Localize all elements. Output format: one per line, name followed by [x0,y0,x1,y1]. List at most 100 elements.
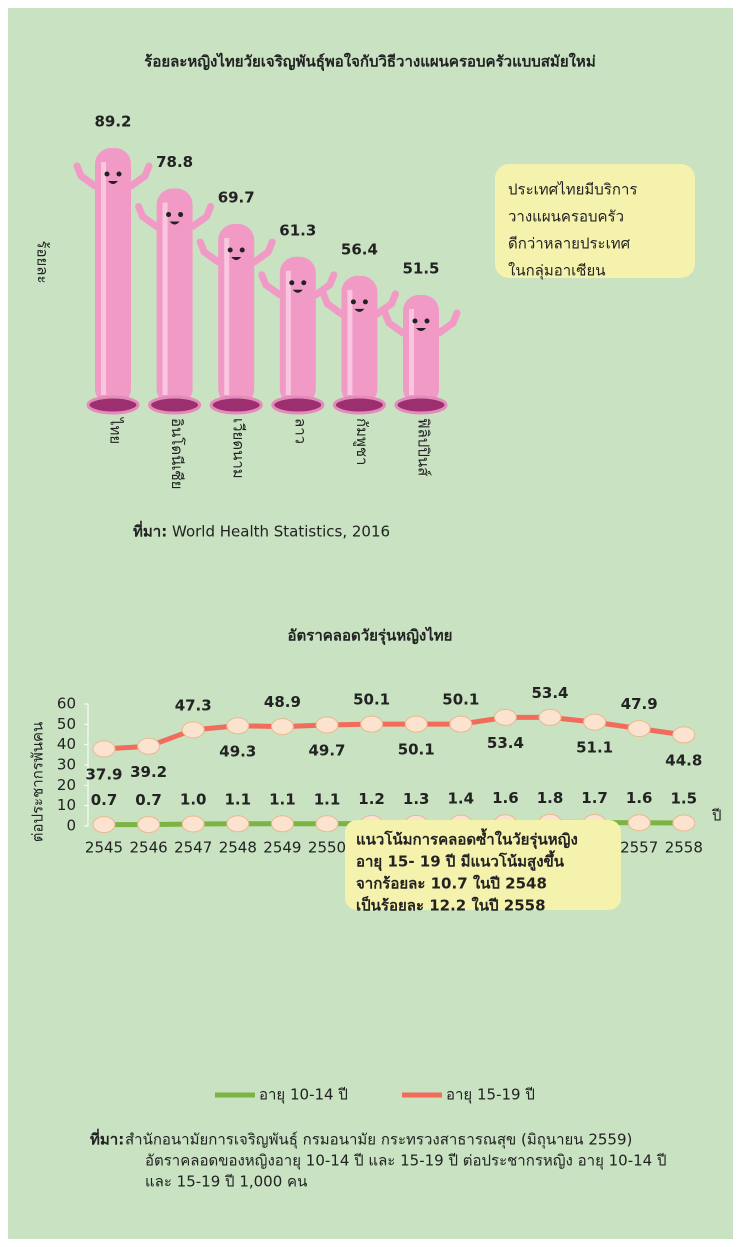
arm [196,238,276,266]
value-label: 51.5 [402,260,439,278]
face-eye [166,212,172,218]
bar-base [209,395,263,415]
baby-marker [404,715,428,733]
bar [156,188,193,405]
value-label: 50.1 [353,691,390,709]
value-label: 47.9 [621,695,658,713]
face-eye [104,171,110,177]
chart-title: อัตราคลอดวัยรุ่นหญิงไทย [288,626,453,646]
annotation: ในกลุ่มอาเซียน [508,262,606,281]
value-label: 1.8 [537,789,564,807]
face-mouth [292,289,303,293]
x-tick-label: 2557 [620,839,658,857]
baby-marker [672,814,696,832]
baby-marker [493,708,517,726]
value-label: 49.7 [308,741,345,759]
value-label: 53.4 [487,734,524,752]
face-mouth [416,328,426,331]
arm [258,271,338,299]
face-mouth [108,181,118,184]
annotation: ดีกว่าหลายประเทศ [508,235,631,253]
value-label: 1.4 [448,790,475,808]
value-label: 89.2 [94,113,131,131]
face-eye [116,171,122,177]
value-label: 50.1 [442,691,479,709]
y-tick-label: 20 [57,776,76,794]
source-label: ที่มา: [90,1129,124,1149]
face-eye [227,247,233,253]
value-label: 0.7 [91,791,118,809]
bar-highlight [162,202,168,395]
annotation: เป็นร้อยละ 12.2 ในปี 2558 [356,896,546,915]
bar [218,224,255,405]
value-label: 56.4 [341,240,378,258]
baby-marker [538,708,562,726]
value-label: 1.5 [671,789,698,807]
baby-marker [627,720,651,738]
bar-base [332,395,386,415]
bar-highlight [409,309,414,395]
arm [381,309,461,337]
baby-marker [270,718,294,736]
baby-marker [627,814,651,832]
value-label: 48.9 [264,693,301,711]
source: และ 15-19 ปี 1,000 คน [145,1173,307,1191]
source-label: ที่มา: [133,521,167,541]
value-label: 44.8 [665,751,702,769]
value-label: 1.1 [225,790,252,808]
annotation: แนวโน้มการคลอดซ้ำในวัยรุ่นหญิง [356,828,578,850]
bar-base [148,395,202,415]
source: สำนักอนามัยการเจริญพันธุ์ กรมอนามัย กระท… [125,1131,632,1150]
face-eye [350,299,356,305]
face-eye [412,318,418,324]
baby-marker [92,816,116,834]
value-label: 47.3 [175,696,212,714]
value-label: 61.3 [279,221,316,239]
x-tick-label: 2547 [174,839,212,857]
value-label: 1.7 [581,789,608,807]
face-eye [178,212,184,218]
baby-marker [583,713,607,731]
x-tick-label: ไทย [107,417,125,444]
face-mouth [231,257,242,261]
baby-marker [181,815,205,833]
value-label: 39.2 [130,763,167,781]
bar-base [271,395,325,415]
face-mouth [169,221,180,225]
x-tick-label: อินโดนีเซีย [168,418,186,489]
value-label: 1.2 [358,790,385,808]
value-label: 1.3 [403,790,430,808]
value-label: 1.6 [626,789,653,807]
value-label: 78.8 [156,153,193,171]
value-label: 51.1 [576,739,613,757]
y-tick-label: 0 [66,817,76,835]
bar [341,275,378,405]
source: อัตราคลอดของหญิงอายุ 10-14 ปี และ 15-19 … [145,1152,667,1171]
baby-marker [315,815,339,833]
face-eye [239,247,245,253]
x-tick-label: เวียดนาม [230,418,248,479]
value-label: 1.1 [314,790,341,808]
y-tick-label: 30 [57,756,76,774]
y-axis-label: ต่อประชากรพันคน [29,722,47,843]
arm [319,290,399,318]
face-eye [301,280,307,286]
x-tick-label: 2558 [665,839,703,857]
bar-highlight [101,162,106,395]
face-eye [362,299,368,305]
legend-label: อายุ 15-19 ปี [446,1086,535,1105]
x-tick-label: 2549 [263,839,301,857]
bar [403,295,439,405]
legend-label: อายุ 10-14 ปี [259,1086,348,1105]
chart-title: ร้อยละหญิงไทยวัยเจริญพันธุ์พอใจกับวิธีวา… [144,52,595,72]
baby-marker [137,816,161,834]
x-tick-label: 2546 [130,839,168,857]
bar-highlight [285,270,291,395]
baby-marker [226,815,250,833]
annotation: ประเทศไทยมีบริการ [508,181,637,199]
value-label: 53.4 [531,684,568,702]
value-label: 50.1 [398,741,435,759]
annotation: จากร้อยละ 10.7 ในปี 2548 [356,875,547,893]
y-tick-label: 60 [57,695,76,713]
